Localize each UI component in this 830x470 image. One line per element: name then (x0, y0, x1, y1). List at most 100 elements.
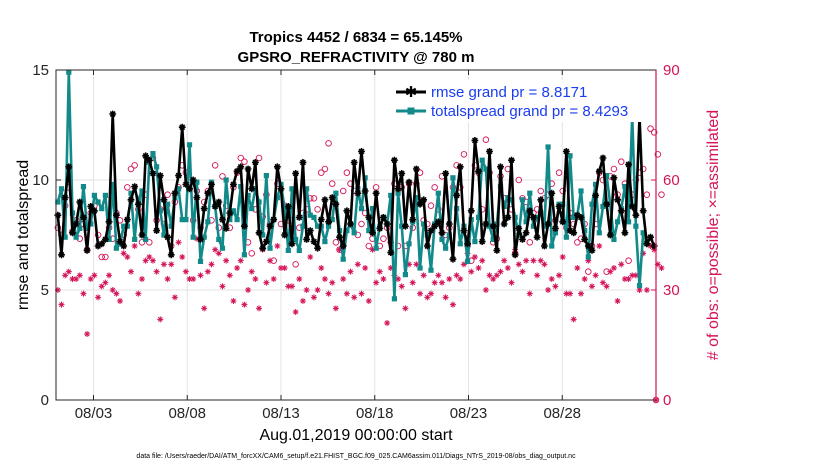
obs-assimilated-point (336, 246, 343, 253)
totalspread-point (578, 188, 584, 194)
rmse-point (160, 196, 168, 204)
totalspread-point (325, 223, 332, 229)
obs-assimilated-point (274, 243, 281, 249)
obs-possible-point (138, 239, 146, 246)
rmse-point (138, 231, 146, 239)
obs-assimilated-point (120, 250, 127, 257)
rmse-line (56, 112, 656, 261)
obs-assimilated-point (406, 261, 413, 268)
obs-assimilated-point (263, 279, 270, 286)
obs-assimilated-point (654, 261, 661, 268)
obs-assimilated-point (204, 268, 211, 275)
totalspread-point (256, 199, 262, 205)
obs-assimilated-point (153, 268, 160, 275)
rmse-point (599, 154, 607, 162)
rmse-point (650, 242, 658, 250)
rmse-point (175, 172, 182, 179)
rmse-point (273, 163, 281, 171)
obs-assimilated-point (124, 254, 131, 260)
obs-assimilated-point (519, 268, 526, 275)
obs-assimilated-point (530, 257, 537, 264)
rmse-point (306, 227, 314, 234)
rmse-point (431, 222, 439, 230)
obs-assimilated-point (625, 276, 632, 282)
obs-assimilated-point (102, 279, 109, 286)
obs-assimilated-point (384, 320, 391, 326)
obs-assimilated-point (468, 268, 475, 275)
obs-assimilated-point (149, 257, 156, 264)
plot-area: 08/03 08/08 08/13 08/18 08/23 08/28 (54, 69, 665, 422)
obs-assimilated-point (618, 261, 625, 268)
obs-assimilated-point (380, 276, 387, 282)
rmse-point (391, 156, 398, 164)
rmse-point (233, 167, 241, 175)
left-tick-label: 0 (41, 392, 49, 409)
obs-assimilated-point (248, 268, 255, 275)
totalspread-point (95, 199, 101, 205)
obs-assimilated-point (526, 290, 533, 297)
obs-assimilated-point (537, 257, 544, 264)
obs-assimilated-point (449, 301, 456, 308)
totalspread-point (399, 223, 405, 229)
obs-assimilated-point (369, 246, 376, 253)
rmse-point (142, 152, 150, 160)
rmse-point (581, 236, 589, 243)
obs-assimilated-point (640, 250, 647, 257)
totalspread-point (132, 236, 138, 242)
rmse-point (204, 189, 212, 197)
totalspread-point (274, 195, 280, 201)
totalspread-point (322, 239, 328, 245)
rmse-point (610, 174, 618, 182)
obs-assimilated-point (632, 272, 639, 279)
obs-assimilated-point (534, 272, 541, 279)
totalspread-point (307, 212, 313, 218)
obs-assimilated-point (347, 268, 354, 275)
obs-assimilated-point (545, 287, 552, 293)
obs-assimilated-point (636, 287, 643, 293)
obs-assimilated-point (307, 254, 314, 260)
totalspread-point (241, 252, 248, 258)
rmse-point (241, 222, 248, 230)
rmse-point (211, 203, 219, 210)
rmse-point (442, 170, 450, 177)
rmse-point (376, 225, 384, 232)
obs-assimilated-point (182, 268, 189, 275)
obs-assimilated-point (647, 243, 654, 249)
chart-subtitle: GPSRO_REFRACTIVITY @ 780 m (238, 49, 475, 66)
rmse-point (427, 227, 435, 234)
rmse-point (299, 159, 307, 166)
totalspread-point (472, 239, 478, 245)
rmse-point (573, 211, 581, 219)
totalspread-point (205, 219, 211, 225)
obs-assimilated-point (614, 298, 621, 304)
rmse-point (325, 218, 332, 226)
chart-title: Tropics 4452 / 6834 = 65.145% (249, 29, 462, 46)
obs-assimilated-point (245, 287, 252, 293)
obs-possible-point (650, 129, 658, 136)
rmse-point (215, 198, 223, 206)
obs-assimilated-point (54, 287, 61, 293)
obs-assimilated-point (651, 246, 658, 253)
rmse-point (449, 255, 457, 263)
obs-assimilated-point (607, 268, 614, 275)
obs-assimilated-point (146, 254, 153, 260)
rmse-point (515, 225, 523, 232)
rmse-point (208, 181, 215, 188)
rmse-point (438, 229, 446, 237)
totalspread-point (633, 223, 639, 229)
obs-assimilated-point (117, 298, 124, 304)
totalspread-point (113, 245, 119, 251)
rmse-point (270, 216, 278, 223)
totalspread-point (534, 214, 540, 220)
rmse-point (219, 216, 226, 223)
totalspread-point (600, 203, 606, 209)
totalspread-point (139, 188, 145, 194)
rmse-point (321, 196, 329, 204)
obs-assimilated-point (438, 279, 445, 286)
rmse-point (69, 229, 76, 237)
obs-assimilated-point (351, 294, 358, 301)
obs-possible-point (292, 261, 299, 268)
left-axis-label: rmse and totalspread (15, 160, 32, 310)
rmse-point (54, 211, 62, 219)
rmse-point (358, 148, 365, 155)
